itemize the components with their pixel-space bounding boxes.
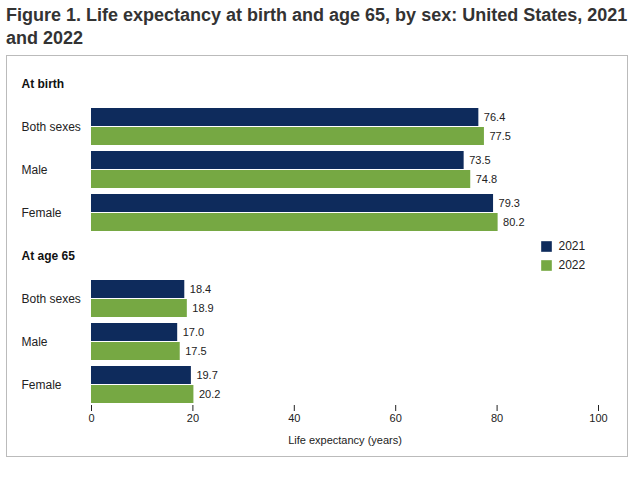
- svg-text:Female: Female: [22, 206, 62, 220]
- svg-text:Both sexes: Both sexes: [22, 292, 81, 306]
- svg-text:77.5: 77.5: [489, 130, 510, 142]
- svg-text:At age 65: At age 65: [22, 249, 76, 263]
- svg-text:20: 20: [187, 412, 199, 424]
- svg-text:73.5: 73.5: [469, 154, 490, 166]
- svg-text:Female: Female: [22, 378, 62, 392]
- svg-text:Life expectancy (years): Life expectancy (years): [288, 434, 402, 446]
- html-text:Figure 1. Life expectancy at b: Figure 1. Life expectancy at birth and a…: [6, 5, 628, 48]
- svg-text:19.7: 19.7: [196, 369, 217, 381]
- svg-text:80: 80: [491, 412, 503, 424]
- svg-text:0: 0: [88, 412, 94, 424]
- svg-text:2022: 2022: [559, 258, 586, 272]
- svg-text:100: 100: [589, 412, 607, 424]
- svg-text:Male: Male: [22, 335, 48, 349]
- svg-text:Male: Male: [22, 163, 48, 177]
- svg-text:At birth: At birth: [22, 77, 65, 91]
- svg-text:17.5: 17.5: [185, 345, 206, 357]
- svg-text:Both sexes: Both sexes: [22, 120, 81, 134]
- svg-text:74.8: 74.8: [476, 173, 497, 185]
- svg-text:79.3: 79.3: [499, 197, 520, 209]
- svg-text:60: 60: [390, 412, 402, 424]
- svg-text:18.9: 18.9: [192, 302, 213, 314]
- svg-text:40: 40: [288, 412, 300, 424]
- svg-text:17.0: 17.0: [183, 326, 204, 338]
- svg-text:2021: 2021: [559, 239, 586, 253]
- svg-text:76.4: 76.4: [484, 111, 505, 123]
- svg-text:80.2: 80.2: [503, 216, 524, 228]
- svg-text:18.4: 18.4: [190, 283, 211, 295]
- svg-text:20.2: 20.2: [199, 388, 220, 400]
